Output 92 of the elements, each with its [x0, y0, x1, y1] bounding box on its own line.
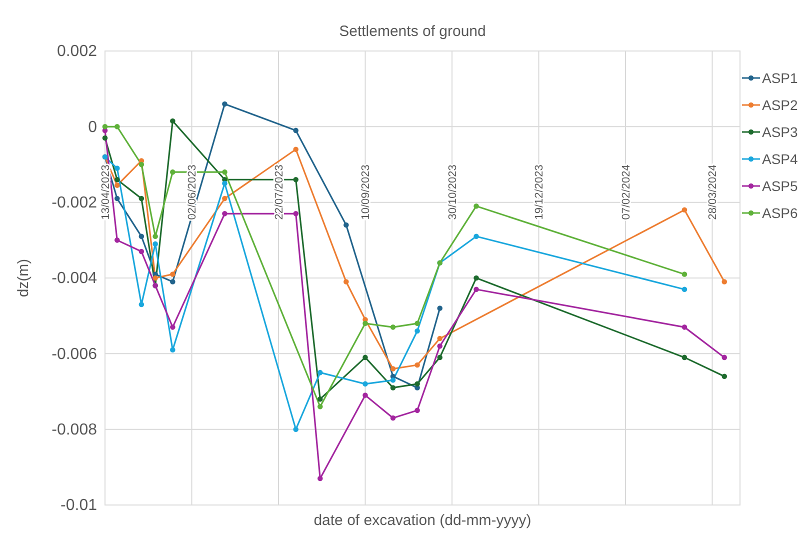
- x-tick-label: 13/04/2023: [100, 164, 112, 220]
- point: [390, 366, 396, 372]
- point: [152, 234, 158, 240]
- point: [362, 354, 368, 360]
- point: [362, 320, 368, 326]
- point: [170, 169, 176, 175]
- point: [138, 234, 144, 240]
- legend-label: ASP3: [762, 124, 798, 140]
- point: [222, 101, 228, 107]
- point: [474, 234, 479, 240]
- y-tick-label: -0.008: [52, 421, 98, 438]
- y-tick-label: -0.01: [60, 497, 98, 514]
- x-tick-label: 07/02/2024: [620, 164, 632, 220]
- point: [390, 324, 396, 330]
- point: [474, 286, 479, 292]
- x-tick-label: 10/09/2023: [360, 164, 372, 220]
- x-tick-label: 28/03/2024: [707, 164, 720, 220]
- point: [437, 354, 442, 360]
- x-tick-label: 02/06/2023: [186, 164, 199, 220]
- point: [293, 211, 298, 216]
- point: [222, 180, 228, 186]
- point: [474, 275, 479, 281]
- legend-label: ASP6: [762, 204, 798, 221]
- point: [362, 381, 368, 387]
- y-axis-title: dz(m): [15, 258, 32, 298]
- y-tick-label: -0.002: [52, 194, 98, 212]
- legend-label: ASP4: [762, 150, 798, 167]
- point: [152, 241, 158, 247]
- point: [474, 203, 479, 209]
- legend-label: ASP5: [762, 178, 798, 194]
- x-tick-label: 19/12/2023: [534, 164, 546, 220]
- point: [138, 302, 144, 308]
- x-tick-label: 22/07/2023: [273, 164, 286, 220]
- point: [390, 378, 396, 383]
- legend-label: ASP2: [762, 96, 798, 113]
- point: [102, 124, 108, 130]
- point: [138, 248, 144, 254]
- point: [437, 336, 442, 342]
- point: [414, 362, 420, 368]
- point: [682, 324, 688, 330]
- point: [114, 176, 120, 182]
- point: [317, 396, 323, 402]
- point: [317, 370, 323, 376]
- point: [344, 222, 349, 228]
- point: [222, 196, 228, 202]
- y-tick-label: -0.004: [52, 270, 98, 288]
- x-axis-title: date of excavation (dd-mm-yyyy): [314, 512, 532, 529]
- point: [114, 124, 120, 130]
- point: [437, 343, 442, 349]
- point: [170, 279, 176, 284]
- point: [390, 415, 396, 421]
- point: [222, 169, 228, 175]
- point: [170, 272, 176, 277]
- point: [682, 286, 688, 292]
- point: [722, 374, 728, 380]
- point: [414, 320, 420, 326]
- point: [170, 324, 176, 330]
- point: [293, 146, 298, 152]
- point: [414, 408, 420, 414]
- y-tick-label: 0: [88, 118, 98, 136]
- point: [682, 272, 688, 277]
- point: [114, 238, 120, 243]
- point: [114, 182, 120, 188]
- y-tick-label: -0.006: [52, 346, 98, 363]
- point: [114, 196, 120, 202]
- point: [152, 275, 158, 281]
- point: [170, 347, 176, 353]
- point: [138, 196, 144, 202]
- point: [344, 279, 349, 284]
- point: [293, 128, 298, 134]
- chart-title: Settlements of ground: [339, 23, 486, 40]
- point: [722, 354, 728, 360]
- point: [362, 392, 368, 398]
- legend-label: ASP1: [762, 70, 798, 86]
- point: [437, 306, 442, 311]
- point: [102, 135, 108, 141]
- point: [114, 166, 120, 171]
- point: [138, 162, 144, 168]
- point: [293, 426, 298, 432]
- point: [722, 279, 728, 284]
- point: [317, 404, 323, 410]
- point: [390, 385, 396, 390]
- point: [170, 118, 176, 124]
- x-tick-label: 30/10/2023: [446, 164, 459, 220]
- point: [682, 354, 688, 360]
- point: [414, 328, 420, 334]
- point: [682, 207, 688, 213]
- y-tick-label: 0.002: [56, 43, 98, 60]
- point: [317, 476, 323, 482]
- point: [222, 211, 228, 216]
- point: [293, 176, 298, 182]
- point: [414, 381, 420, 387]
